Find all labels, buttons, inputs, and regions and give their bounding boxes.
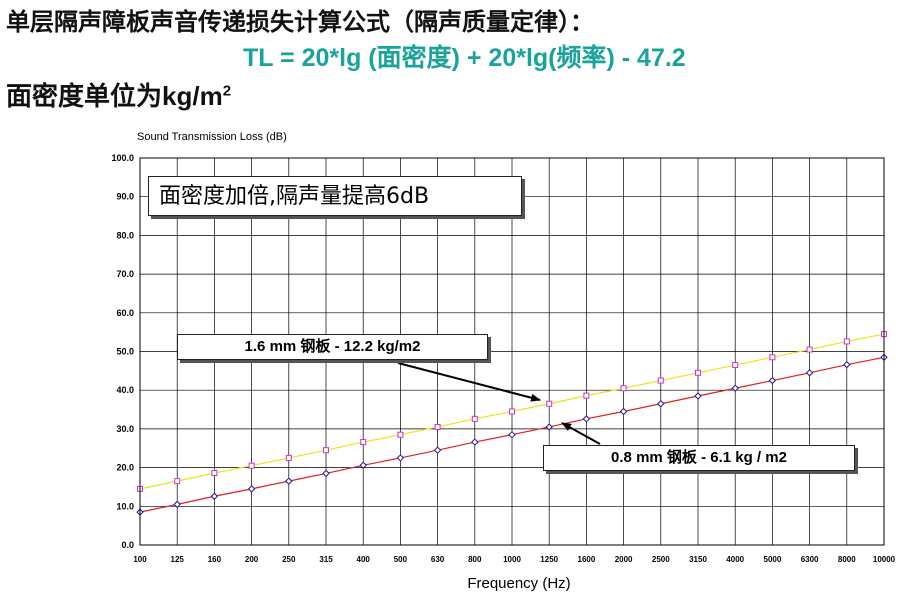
mass-law-formula: TL = 20*lg (面密度) + 20*lg(频率) - 47.2 — [243, 44, 686, 72]
x-tick-label: 2000 — [615, 555, 633, 564]
data-point-2 — [508, 430, 516, 439]
y-tick-label: 80.0 — [116, 230, 134, 240]
x-tick-label: 400 — [357, 555, 371, 564]
data-point-2 — [285, 477, 293, 485]
data-point-1 — [397, 431, 404, 438]
data-point-2 — [247, 485, 256, 493]
y-tick-label: 0.0 — [121, 540, 134, 550]
x-tick-label: 630 — [431, 555, 445, 564]
thin-plate-label-text: 0.8 mm 钢板 - 6.1 kg / m2 — [611, 449, 787, 466]
data-point-2 — [731, 384, 739, 392]
data-point-2 — [396, 454, 405, 462]
data-point-2 — [582, 415, 591, 423]
x-tick-label: 5000 — [764, 555, 782, 564]
formula-title: 单层隔声障板声音传递损失计算公式（隔声质量定律）： — [6, 8, 594, 36]
y-axis-title: Sound Transmission Loss (dB) — [137, 131, 287, 143]
doubling-note: 面密度加倍,隔声量提高6dB — [148, 176, 522, 216]
y-tick-labels: 0.0 10.0 20.0 30.0 40.0 50.0 60.0 70.0 80.0 90.0 1… — [111, 153, 134, 550]
x-tick-label: 250 — [282, 555, 296, 564]
data-point-1 — [174, 478, 181, 485]
data-point-1 — [583, 392, 590, 399]
data-point-1 — [360, 439, 367, 446]
data-point-2 — [359, 461, 367, 469]
data-point-1 — [732, 362, 739, 369]
data-point-1 — [620, 385, 627, 392]
data-point-2 — [322, 469, 330, 478]
y-tick-label: 40.0 — [116, 385, 134, 395]
data-point-1 — [285, 454, 292, 461]
x-tick-label: 160 — [208, 555, 222, 564]
y-tick-label: 20.0 — [116, 463, 134, 473]
data-point-1 — [248, 462, 255, 469]
x-tick-label: 4000 — [726, 555, 744, 564]
arrow-thin-plate — [561, 422, 601, 445]
x-tick-label: 800 — [468, 555, 482, 564]
data-point-1 — [471, 415, 478, 422]
data-point-1 — [843, 338, 850, 345]
x-tick-label: 1600 — [578, 555, 596, 564]
arrow-thick-plate — [397, 362, 541, 402]
x-tick-labels: 100 125 160 200 250 315 400 500 630 800 1000 1250 16… — [133, 555, 895, 564]
unit-note-unit: kg/m — [162, 81, 223, 111]
series-lines — [136, 331, 888, 516]
data-point-2 — [843, 360, 851, 369]
data-point-2 — [210, 492, 219, 500]
x-tick-label: 6300 — [801, 555, 819, 564]
y-tick-label: 70.0 — [116, 269, 134, 279]
data-point-1 — [323, 447, 329, 454]
data-point-1 — [546, 400, 553, 407]
data-point-2 — [471, 438, 479, 446]
data-point-1 — [695, 369, 701, 376]
y-tick-label: 50.0 — [116, 347, 134, 357]
y-tick-label: 10.0 — [116, 501, 134, 511]
x-tick-label: 8000 — [838, 555, 856, 564]
data-point-1 — [657, 377, 664, 384]
data-point-2 — [805, 369, 814, 377]
data-point-2 — [173, 500, 181, 509]
y-tick-label: 60.0 — [116, 308, 134, 318]
x-tick-label: 2500 — [652, 555, 670, 564]
data-point-2 — [433, 446, 442, 454]
x-tick-label: 200 — [245, 555, 259, 564]
x-tick-label: 1250 — [540, 555, 558, 564]
x-axis-title: Frequency (Hz) — [467, 575, 570, 592]
doubling-note-text: 面密度加倍,隔声量提高6dB — [159, 184, 430, 209]
unit-note-exponent: 2 — [222, 82, 232, 100]
data-point-2 — [694, 392, 702, 400]
data-point-2 — [768, 376, 777, 385]
data-point-2 — [657, 400, 665, 408]
plot-frame — [139, 157, 885, 546]
data-point-1 — [806, 346, 813, 353]
x-tick-label: 10000 — [873, 555, 896, 564]
unit-note: 面密度单位为kg/m2 — [6, 76, 231, 113]
data-point-1 — [509, 408, 515, 415]
data-point-2 — [545, 423, 553, 431]
unit-note-prefix: 面密度单位为 — [6, 82, 163, 112]
y-tick-label: 30.0 — [116, 424, 134, 434]
thick-plate-label: 1.6 mm 钢板 - 12.2 kg/m2 — [177, 334, 488, 360]
data-point-1 — [769, 354, 776, 361]
data-point-1 — [434, 423, 441, 430]
y-tick-label: 100.0 — [111, 153, 134, 163]
x-tick-label: 3150 — [689, 555, 707, 564]
x-tick-label: 315 — [319, 555, 333, 564]
x-tick-label: 125 — [171, 555, 185, 564]
data-point-1 — [211, 470, 218, 477]
x-tick-label: 500 — [394, 555, 408, 564]
thin-plate-label: 0.8 mm 钢板 - 6.1 kg / m2 — [543, 445, 855, 471]
x-tick-label: 100 — [133, 555, 147, 564]
thick-plate-label-text: 1.6 mm 钢板 - 12.2 kg/m2 — [244, 338, 421, 355]
x-tick-label: 1000 — [503, 555, 521, 564]
y-tick-label: 90.0 — [116, 192, 134, 202]
data-point-2 — [619, 407, 628, 416]
